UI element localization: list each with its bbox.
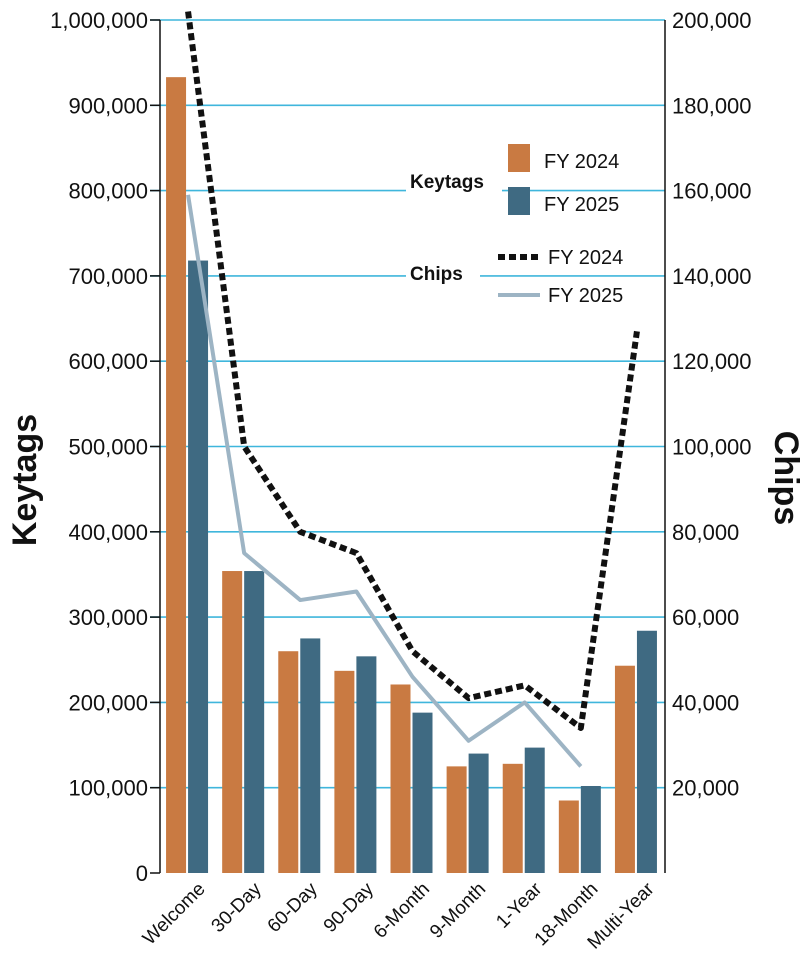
legend-label-chips-fy2025: FY 2025 [548,285,623,307]
right-tick-label: 180,000 [672,93,752,118]
left-tick-label: 400,000 [68,520,148,545]
bar-keytags-fy2025 [300,638,321,873]
legend-swatch-keytags-fy2024 [508,144,530,172]
category-label: 30-Day [208,878,267,937]
legend-label-chips-fy2024: FY 2024 [548,247,623,269]
bar-keytags-fy2025 [524,747,545,873]
left-tick-label: 500,000 [68,435,148,460]
right-axis-ticks: 20,000 40,000 60,000 80,000 100,000 120,000 14… [672,8,752,801]
left-tick-label: 300,000 [68,605,148,630]
category-label: 60-Day [264,878,323,937]
left-tick-label: 700,000 [68,264,148,289]
right-axis-title: Chips [767,431,802,525]
category-label: 1-Year [492,878,546,932]
legend-label-keytags-fy2024: FY 2024 [544,151,619,173]
left-tick-label: 1,000,000 [50,8,148,33]
legend-label-keytags-bg [406,168,502,194]
legend-label-keytags-fy2025: FY 2025 [544,194,619,216]
bar-keytags-fy2024 [222,571,243,873]
bar-keytags-fy2025 [412,712,433,873]
right-tick-label: 160,000 [672,179,752,204]
bar-keytags-fy2025 [244,571,265,873]
bar-keytags-fy2024 [334,670,355,873]
bar-keytags-fy2025 [188,260,209,873]
legend-swatch-keytags-fy2025 [508,187,530,215]
left-tick-label: 600,000 [68,349,148,374]
bar-keytags-fy2024 [446,766,467,873]
bar-keytags-fy2024 [502,763,523,873]
left-tick-label: 900,000 [68,93,148,118]
left-axis-title: Keytags [6,414,44,546]
line-chips-fy2025 [186,194,583,768]
bar-keytags-fy2024 [278,651,299,873]
bar-keytags-fy2024 [614,665,635,873]
series-lines [185,11,640,768]
bars [166,77,657,873]
right-tick-label: 60,000 [672,605,739,630]
right-tick-label: 100,000 [672,435,752,460]
bar-keytags-fy2025 [636,630,657,873]
line-chips-fy2024 [185,11,640,731]
right-tick-label: 80,000 [672,520,739,545]
bar-keytags-fy2024 [390,684,411,873]
left-axis-ticks: 0 100,000 200,000 300,000 400,000 500,000 600,… [50,8,160,886]
legend-group-chips: Chips [410,264,463,285]
left-tick-label: 800,000 [68,179,148,204]
left-tick-label: 100,000 [68,776,148,801]
bar-keytags-fy2024 [166,77,187,873]
right-tick-label: 140,000 [672,264,752,289]
legend-label-chips-bg [406,260,480,286]
bar-keytags-fy2025 [356,656,377,873]
legend-group-keytags: Keytags [410,172,484,193]
left-tick-label: 0 [136,861,148,886]
right-tick-label: 200,000 [672,8,752,33]
category-label: 6-Month [370,879,434,943]
right-tick-label: 120,000 [672,349,752,374]
right-tick-label: 40,000 [672,690,739,715]
right-tick-label: 20,000 [672,776,739,801]
category-label: 9-Month [426,879,490,943]
bar-keytags-fy2025 [580,785,601,873]
bar-keytags-fy2025 [468,753,489,873]
left-tick-label: 200,000 [68,690,148,715]
category-label: Welcome [139,879,210,950]
legend: FY 2024 FY 2025 Keytags FY 2024 FY 2025 … [406,144,623,307]
bar-keytags-fy2024 [558,800,579,873]
